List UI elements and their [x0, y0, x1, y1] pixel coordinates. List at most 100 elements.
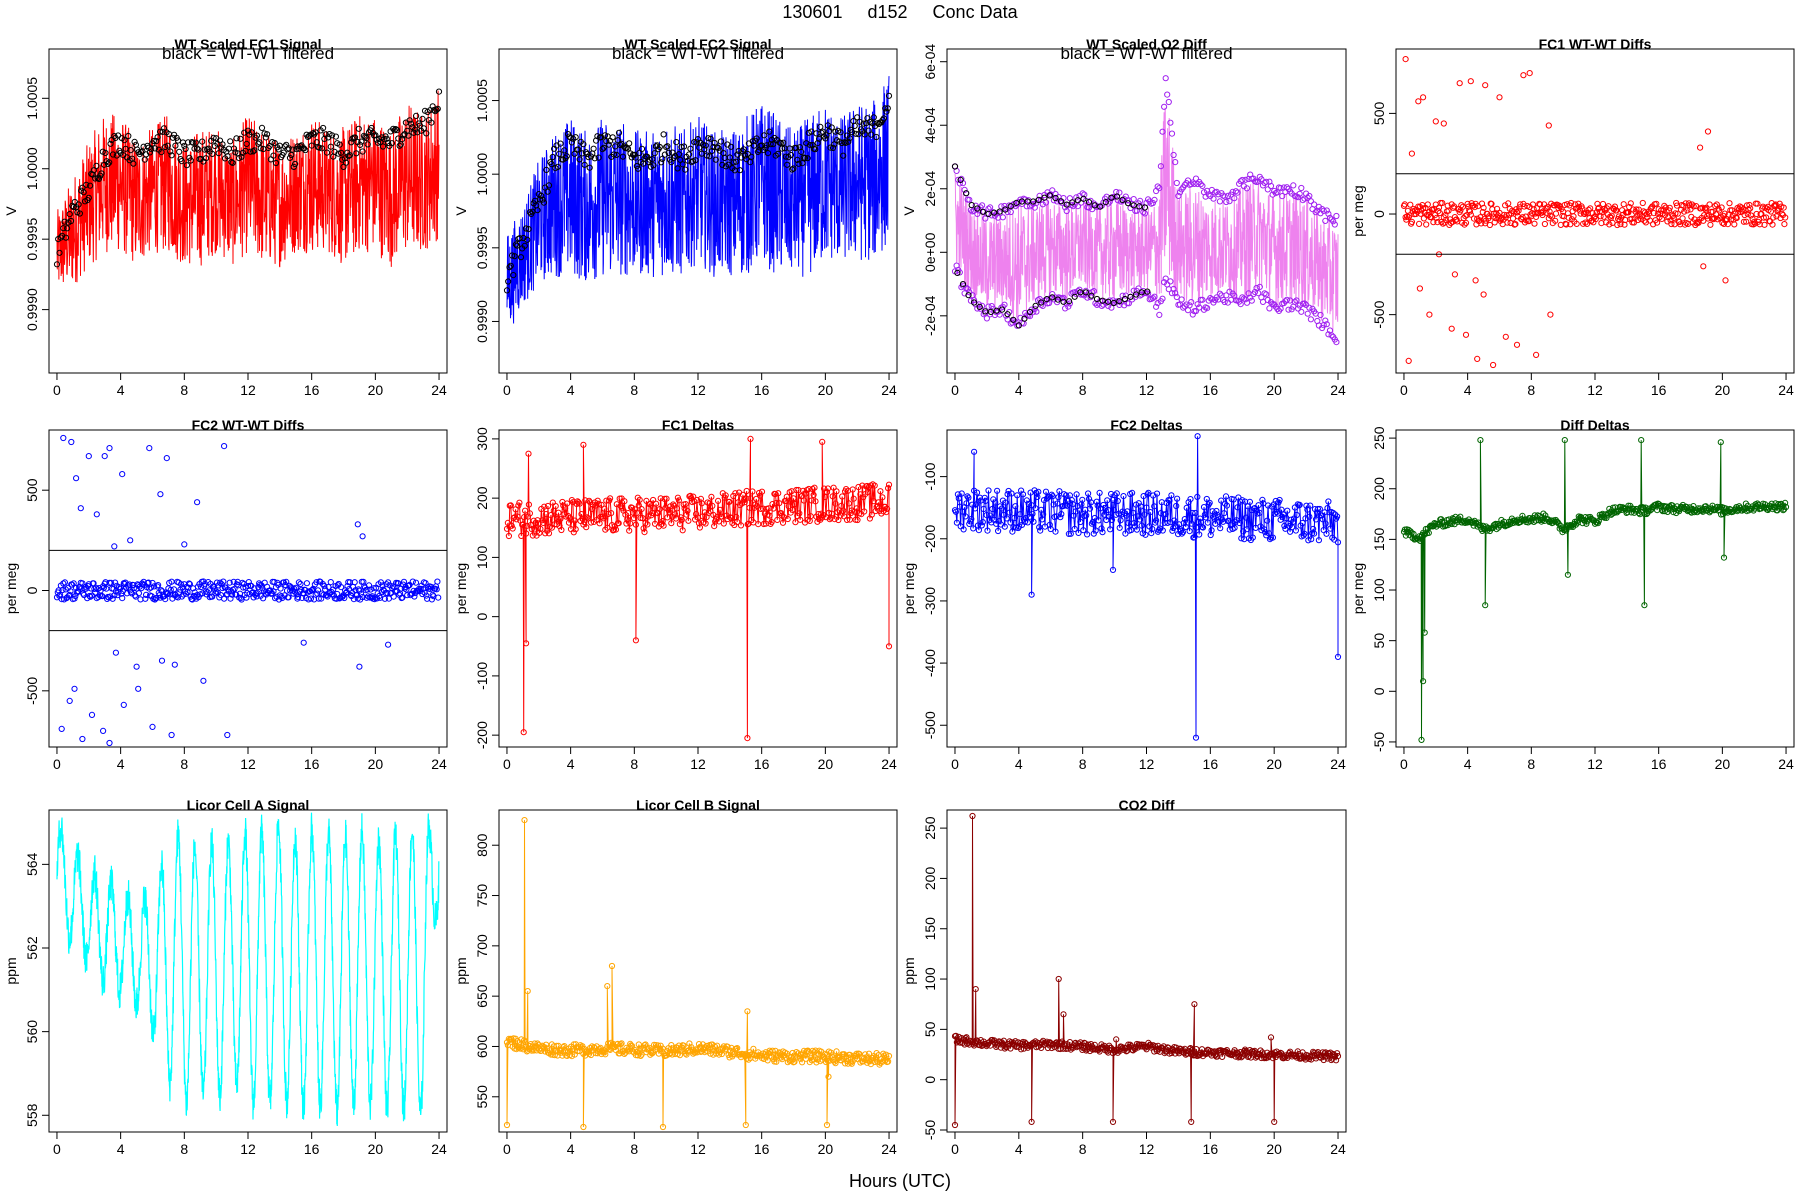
o2-diff-lower-points-point	[1293, 297, 1300, 304]
fc1-wtwt-points-point	[1420, 215, 1428, 222]
fc1-deltas-points-point	[652, 500, 660, 507]
fc2-deltas-points-point	[1325, 498, 1332, 505]
fc2-deltas-points-point	[1123, 512, 1130, 519]
fc2-deltas-points-point	[1049, 493, 1056, 500]
fc2-signal-y-tick-label: 1.0000	[474, 153, 490, 196]
fc1-wtwt-points-point	[1504, 219, 1511, 226]
o2-diff-filtered-points-point	[1013, 199, 1020, 206]
fc1-deltas-points-point	[570, 529, 577, 536]
fc1-signal-filtered-points-point	[53, 261, 61, 268]
fc2-wtwt-points-point	[99, 593, 106, 600]
fc1-signal-x-tick-label: 16	[304, 382, 320, 398]
licor-b-x-tick-label: 16	[754, 1141, 770, 1157]
fc1-deltas-points-point	[879, 494, 886, 501]
fc1-wtwt-points-point	[1592, 215, 1599, 223]
fc1-signal-filtered-points-point	[250, 148, 257, 155]
co2-diff-points-point	[1332, 1053, 1339, 1060]
o2-diff-y-tick-label: 0e+00	[922, 232, 938, 272]
fc2-signal-filtered-points-point	[728, 143, 735, 150]
fc1-signal-filtered-points-point	[244, 127, 252, 134]
o2-diff-filtered-points-point	[1093, 295, 1101, 303]
fc2-wtwt-points-point	[377, 579, 384, 586]
fc2-signal-filtered-points-point	[880, 115, 888, 122]
o2-diff-upper-points-point	[1269, 191, 1276, 198]
fc2-wtwt-points-point	[365, 582, 373, 589]
fc2-deltas-x-tick-label: 8	[1079, 756, 1087, 772]
licor-b-points-point	[531, 1040, 538, 1047]
fc2-deltas-points-point	[1261, 526, 1268, 533]
fc2-wtwt-points-point	[158, 657, 166, 664]
licor-b-points-point	[641, 1042, 648, 1049]
fc1-deltas-points-point	[849, 486, 856, 493]
fc1-deltas-points-point	[537, 525, 544, 533]
fc1-wtwt-points-point	[1533, 351, 1540, 358]
fc1-signal-filtered-points-point	[355, 125, 362, 132]
diff-deltas-x-tick-label: 0	[1400, 756, 1408, 772]
fc2-deltas-points-point	[1135, 500, 1142, 507]
fc1-signal-filtered-points-point	[169, 134, 176, 141]
fc2-signal-filtered-points-point	[615, 129, 623, 136]
fc1-deltas-points-point	[555, 509, 562, 516]
fc2-deltas-points-point	[1296, 501, 1303, 508]
fc1-signal-filtered-points-point	[286, 154, 294, 161]
fc2-wtwt-points-point	[106, 445, 113, 452]
fc2-signal-filtered-points-point	[561, 147, 568, 154]
fc2-deltas-points-point	[1259, 496, 1266, 503]
fc1-wtwt-points-point	[1770, 214, 1777, 221]
fc1-deltas-points-point	[513, 516, 520, 523]
o2-diff-lower-points-point	[1178, 296, 1185, 303]
fc2-signal-filtered-points-point	[693, 139, 700, 146]
fc2-wtwt-points-point	[151, 596, 158, 603]
fc2-wtwt-points-point	[142, 595, 149, 602]
licor-b-points-point	[773, 1058, 780, 1065]
fc1-deltas-points-point	[524, 513, 532, 520]
licor-b-points-point	[863, 1056, 870, 1064]
fc2-deltas-points-point	[1234, 504, 1241, 511]
fc1-deltas-points-point	[790, 495, 797, 502]
fc1-signal-filtered-points-point	[215, 150, 222, 157]
fc2-signal-filtered-points-point	[673, 139, 680, 146]
fc1-signal-filtered-points-point	[60, 225, 67, 232]
fc2-wtwt-title: FC2 WT-WT Diffs	[192, 417, 305, 433]
fc1-signal-filtered-points-point	[358, 138, 365, 145]
fc2-wtwt-points-point	[149, 579, 156, 587]
fc2-deltas-points-point	[1003, 515, 1010, 522]
fc2-deltas-points-point	[1137, 503, 1144, 510]
o2-diff-lower-points-point	[1263, 291, 1270, 298]
fc2-signal-y-tick-label: 1.0005	[474, 79, 490, 122]
fc2-signal-filtered-points-point	[686, 151, 693, 158]
licor-a-frame	[48, 809, 448, 1133]
fc1-signal-filtered-points-point	[406, 117, 413, 124]
fc2-wtwt-points-point	[158, 587, 165, 594]
o2-diff-upper-points-point	[1277, 185, 1284, 192]
fc2-signal-filtered-points-point	[663, 144, 670, 151]
o2-diff-filtered-points-point	[1085, 199, 1093, 206]
fc2-wtwt-points-point	[219, 584, 226, 592]
fc2-wtwt-y-tick-label: 500	[24, 478, 40, 502]
fc1-deltas-points-point	[741, 499, 748, 506]
fc2-signal-filtered-points-point	[595, 154, 602, 161]
licor-b-points-point	[714, 1042, 721, 1049]
fc1-wtwt-points-point	[1467, 211, 1474, 218]
o2-diff-filtered-points-point	[1102, 199, 1109, 206]
fc2-signal-filtered-points-point	[840, 152, 847, 159]
fc1-deltas-points-point	[831, 516, 838, 523]
licor-b-points-point	[742, 1121, 749, 1129]
fc1-signal-filtered-points-point	[343, 159, 350, 166]
co2-diff-points-point	[1257, 1047, 1264, 1054]
fc1-deltas-points-point	[510, 515, 517, 522]
fc2-wtwt-points-point	[221, 443, 228, 450]
fc1-deltas-points-point	[552, 503, 559, 510]
fc2-deltas-points-point	[1014, 492, 1021, 499]
fc1-deltas-points-point	[693, 510, 700, 518]
fc1-signal-filtered-points-point	[157, 128, 164, 135]
fc2-signal-filtered-points-point	[507, 262, 514, 269]
fc2-deltas-points-point	[1037, 527, 1044, 534]
fc2-wtwt-points-point	[359, 533, 366, 540]
fc1-signal-filtered-points-point	[227, 138, 234, 145]
licor-b-frame	[498, 809, 898, 1133]
fc2-wtwt-points-point	[151, 583, 158, 590]
fc1-deltas-points-point	[753, 495, 760, 502]
fc2-deltas-points-point	[1057, 514, 1064, 521]
fc2-wtwt-points-point	[135, 685, 142, 692]
